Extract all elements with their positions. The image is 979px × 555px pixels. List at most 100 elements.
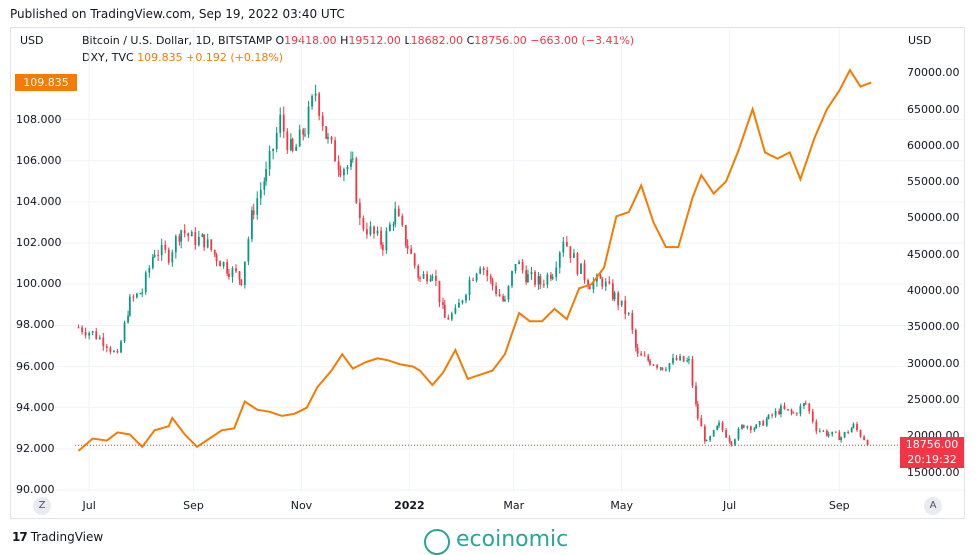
candle-body — [304, 134, 306, 136]
candle-body — [318, 93, 321, 116]
left-tick-label: 98.000 — [16, 318, 55, 332]
candle-body — [171, 252, 174, 263]
candle-body — [458, 302, 460, 308]
candle-body — [525, 270, 528, 283]
candle-body — [530, 271, 533, 275]
dxy-legend[interactable]: DXY, TVC 109.835 +0.192 (+0.18%) — [82, 51, 283, 64]
candle-body — [222, 262, 225, 267]
candle-body — [479, 268, 482, 274]
tradingview-wordmark: TradingView — [30, 530, 104, 544]
candle-body — [608, 281, 611, 284]
candle-body — [583, 263, 586, 281]
legend-c-label: C — [466, 34, 475, 47]
candle-body — [454, 307, 457, 314]
right-tick-label: 35000.00 — [907, 320, 960, 334]
candle-body — [665, 369, 667, 371]
candle-body — [144, 272, 147, 293]
candle-body — [235, 268, 237, 272]
candle-body — [404, 225, 407, 246]
candle-body — [282, 114, 285, 132]
gridlines — [12, 28, 963, 492]
candle-body — [640, 353, 643, 356]
candle-body — [268, 150, 271, 170]
candle-body — [686, 360, 689, 362]
candle-body — [139, 293, 142, 295]
ecoinomic-wordmark: ecoinomic — [456, 527, 569, 552]
candle-body — [850, 427, 853, 433]
candle-body — [737, 428, 740, 440]
candle-body — [755, 424, 758, 429]
candle-body — [741, 425, 743, 429]
candle-body — [275, 132, 278, 149]
candle-body — [178, 236, 181, 242]
left-axis-unit: USD — [20, 34, 44, 47]
candle-body — [656, 365, 658, 368]
candle-body — [555, 267, 558, 278]
candle-body — [765, 418, 768, 426]
btc-legend[interactable]: Bitcoin / U.S. Dollar, 1D, BITSTAMP O194… — [82, 34, 634, 47]
candle-body — [102, 337, 105, 347]
candle-body — [321, 115, 324, 127]
candle-body — [381, 244, 384, 251]
candle-body — [339, 169, 342, 176]
candle-body — [210, 239, 213, 250]
candle-body — [109, 347, 112, 352]
zoom-button[interactable]: Z — [33, 497, 51, 515]
candle-body — [507, 285, 510, 300]
candle-body — [472, 279, 474, 281]
published-header: Published on TradingView.com, Sep 19, 20… — [10, 7, 345, 21]
left-tick-label: 90.000 — [16, 483, 55, 496]
candle-body — [558, 252, 561, 268]
candle-body — [749, 426, 752, 431]
candle-body — [843, 431, 846, 438]
candle-body — [373, 226, 375, 234]
right-tick-label: 60000.00 — [907, 138, 960, 152]
candle-body — [620, 300, 623, 306]
candle-body — [822, 430, 825, 432]
candle-body — [580, 263, 582, 274]
candle-body — [385, 230, 388, 251]
tradingview-logo[interactable]: 17 TradingView — [12, 530, 103, 544]
legend-h-value: 19512.00 — [348, 34, 401, 47]
dxy-last-price-badge: 109.835 — [15, 74, 77, 91]
candle-body — [840, 437, 842, 441]
candle-body — [350, 159, 352, 167]
x-tick-label: Jul — [722, 499, 737, 512]
candle-body — [442, 302, 444, 305]
x-tick-label: Jul — [82, 499, 96, 512]
candle-body — [721, 422, 724, 431]
candle-body — [539, 276, 542, 285]
candle-body — [716, 425, 719, 431]
right-tick-label: 65000.00 — [907, 102, 960, 116]
candle-body — [742, 425, 745, 428]
x-tick-label: Sep — [828, 499, 850, 512]
candle-body — [113, 351, 115, 353]
candle-body — [718, 422, 720, 426]
candle-body — [613, 292, 616, 300]
dxy-line — [77, 68, 872, 452]
candle-body — [351, 158, 354, 160]
candle-body — [164, 244, 167, 250]
candle-body — [659, 367, 662, 369]
candle-body — [91, 331, 94, 333]
candle-body — [808, 403, 811, 412]
candle-body — [443, 304, 446, 318]
candle-body — [498, 294, 501, 297]
candle-body — [703, 426, 706, 442]
candle-body — [422, 274, 425, 279]
candle-body — [215, 254, 218, 262]
x-tick-label: Sep — [183, 499, 204, 512]
left-tick-label: 106.000 — [16, 153, 62, 167]
legend-change: −663.00 (−3.41%) — [530, 34, 635, 47]
candle-body — [337, 161, 340, 170]
candle-body — [238, 271, 241, 280]
candle-body — [265, 169, 267, 182]
candle-body — [141, 292, 144, 294]
candle-body — [183, 230, 186, 234]
btc-last-price-badge: 18756.00 20:19:32 — [900, 437, 964, 468]
right-axis-unit: USD — [908, 34, 932, 47]
auto-scale-button[interactable]: A — [924, 497, 942, 515]
candle-body — [380, 230, 382, 245]
candle-body — [84, 332, 87, 336]
candle-body — [105, 346, 108, 348]
